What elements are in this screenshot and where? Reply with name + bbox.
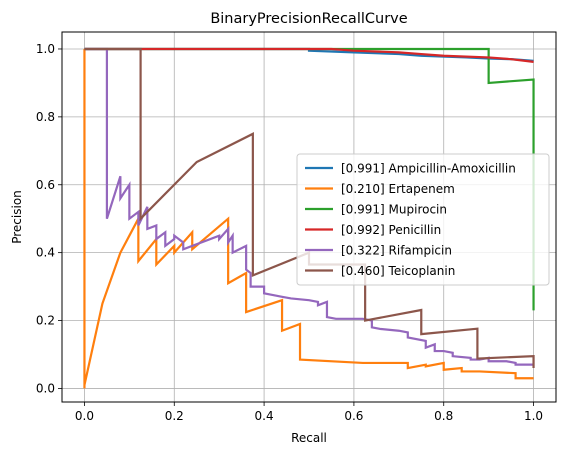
legend-entry: [0.460] Teicoplanin bbox=[341, 264, 455, 278]
legend: [0.991] Ampicillin-Amoxicillin [0.210] Er… bbox=[296, 153, 550, 286]
x-tick-label: 0.4 bbox=[255, 409, 274, 423]
x-tick-label: 0.2 bbox=[165, 409, 184, 423]
y-tick-label: 0.8 bbox=[36, 110, 55, 124]
x-tick-label: 0.6 bbox=[344, 409, 363, 423]
series-line-3 bbox=[84, 47, 534, 63]
x-tick-label: 0.0 bbox=[75, 409, 94, 423]
y-tick-label: 0.0 bbox=[36, 381, 55, 395]
legend-entry: [0.210] Ertapenem bbox=[341, 182, 455, 196]
plot-frame bbox=[61, 31, 557, 403]
y-tick-label: 0.4 bbox=[36, 246, 55, 260]
x-tick-label: 0.8 bbox=[434, 409, 453, 423]
x-tick-label: 1.0 bbox=[524, 409, 543, 423]
y-tick-label: 0.6 bbox=[36, 178, 55, 192]
series-line-1 bbox=[83, 48, 534, 389]
y-tick-label: 1.0 bbox=[36, 42, 55, 56]
legend-entry: [0.991] Ampicillin-Amoxicillin bbox=[341, 162, 516, 176]
y-tick-label: 0.2 bbox=[36, 314, 55, 328]
legend-box bbox=[296, 153, 550, 286]
legend-entry: [0.992] Penicillin bbox=[341, 223, 441, 237]
axis-ticks: 0.0 0.2 0.4 0.6 0.8 1.0 0.0 0.2 0.4 0.6 0.8 1.0 bbox=[36, 42, 543, 423]
y-axis-label: Precision bbox=[10, 190, 24, 244]
legend-entry: [0.991] Mupirocin bbox=[341, 203, 447, 217]
x-axis-label: Recall bbox=[291, 431, 327, 445]
series-line-4 bbox=[84, 47, 534, 366]
chart-title: BinaryPrecisionRecallCurve bbox=[210, 11, 407, 27]
legend-entry: [0.322] Rifampicin bbox=[341, 244, 452, 258]
